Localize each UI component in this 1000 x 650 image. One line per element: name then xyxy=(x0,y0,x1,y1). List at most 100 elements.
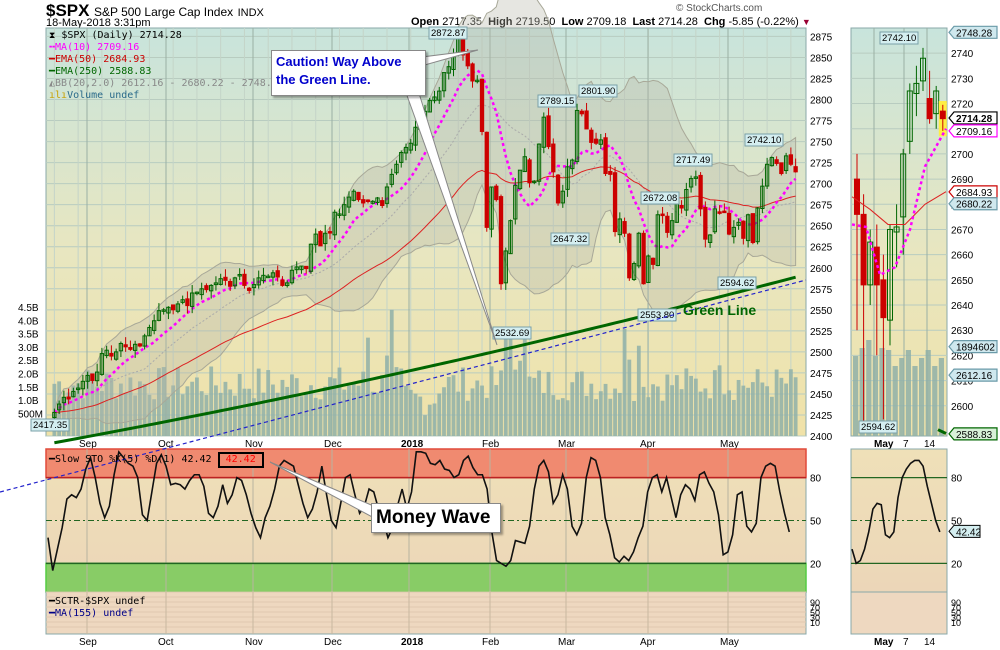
volume-bar xyxy=(342,389,347,436)
candle-body xyxy=(299,265,304,271)
volume-bar xyxy=(499,370,503,436)
volume-bar xyxy=(480,385,484,436)
volume-bar xyxy=(932,366,938,436)
x-tick-label: 2018 xyxy=(401,637,424,648)
candle-body xyxy=(660,213,665,217)
y-tick-label: 2550 xyxy=(810,306,833,317)
candle-body xyxy=(860,213,867,286)
ema50-line xyxy=(851,191,947,225)
y-tick-label: 2525 xyxy=(810,327,833,338)
value-tag xyxy=(948,25,998,39)
value-tag xyxy=(948,368,998,382)
legend-sctr-text: SCTR-$SPX undef xyxy=(55,596,146,607)
volume-bar xyxy=(128,377,133,436)
candle-body xyxy=(475,79,480,83)
volume-bar xyxy=(886,350,892,436)
candle-body xyxy=(166,306,171,314)
side-y-tick-label: 2610 xyxy=(951,377,974,388)
volume-tick-label: 1.0B xyxy=(18,396,39,407)
candle-body xyxy=(494,185,499,201)
candle-body xyxy=(745,214,751,242)
volume-bar xyxy=(712,370,717,436)
side-y-tick-label: 2660 xyxy=(951,251,974,262)
volume-bar xyxy=(185,386,190,436)
volume-bar xyxy=(99,391,104,436)
candle-body xyxy=(598,139,603,145)
y-tick-label: 2825 xyxy=(810,74,833,85)
down-arrow-icon: ▼ xyxy=(801,17,811,27)
sto-value-tag-text: 42.42 xyxy=(956,527,981,538)
volume-bar xyxy=(546,371,551,436)
candle-body xyxy=(380,200,385,207)
volume-bar xyxy=(204,395,209,436)
volume-bar xyxy=(442,387,446,436)
price-label-text: 2553.80 xyxy=(640,310,674,321)
high-label: High xyxy=(488,16,513,28)
x-tick-label: Nov xyxy=(245,439,263,450)
volume-bar xyxy=(423,415,427,436)
value-tag-text: 2748.28 xyxy=(956,28,993,39)
y-tick-label: 2600 xyxy=(810,264,833,275)
candle-body xyxy=(56,403,62,411)
candle-body xyxy=(109,352,114,357)
candle-body xyxy=(707,234,713,243)
candle-body xyxy=(370,200,375,204)
volume-bar xyxy=(294,378,299,436)
sctr-tick-label: 90 xyxy=(951,598,961,608)
symbol: $SPX xyxy=(46,1,90,20)
candle-body xyxy=(403,146,409,154)
ohlc-summary: Open 2717.35 High 2719.50 Low 2709.18 La… xyxy=(411,16,811,28)
volume-bar xyxy=(61,396,66,436)
money-wave-callout: Money Wave xyxy=(371,503,501,533)
candle-body xyxy=(142,335,147,347)
volume-bar xyxy=(290,374,294,436)
y-tick-label: 2875 xyxy=(810,32,833,43)
volume-bar xyxy=(80,398,85,436)
candle-body xyxy=(920,57,926,82)
candle-body xyxy=(432,96,437,102)
price-label-tag xyxy=(637,308,677,322)
candle-body xyxy=(900,153,907,218)
candle-body xyxy=(90,373,95,381)
candle-body xyxy=(560,190,565,204)
candle-body xyxy=(627,233,632,279)
candle-body xyxy=(541,116,546,148)
low-value: 2709.18 xyxy=(586,16,627,28)
candle-body xyxy=(251,284,257,289)
candle-body xyxy=(113,351,119,360)
bb-midline xyxy=(54,103,796,413)
candle-body xyxy=(939,110,946,120)
value-tag xyxy=(948,124,998,138)
candle-body xyxy=(584,110,589,130)
volume-bar xyxy=(465,400,470,436)
legend-ema250-text: EMA(250) 2588.83 xyxy=(55,66,152,77)
volume-bar xyxy=(703,388,708,436)
volume-bar xyxy=(138,381,142,436)
overbought-zone xyxy=(45,448,807,479)
side-y-tick-label: 2730 xyxy=(951,74,974,85)
candle-body xyxy=(332,211,337,236)
caution-callout: Caution! Way Above the Green Line. xyxy=(271,50,426,96)
legend-ema50-text: EMA(50) 2684.93 xyxy=(55,54,146,65)
sctr-tick-label: 70 xyxy=(810,603,820,613)
volume-bar xyxy=(584,395,589,436)
candle-body xyxy=(85,374,90,382)
legend-ema250: ━EMA(250) 2588.83 xyxy=(49,66,284,78)
volume-bar xyxy=(698,391,703,436)
volume-bar xyxy=(394,367,399,436)
candle-body xyxy=(887,228,893,321)
volume-bar xyxy=(275,392,280,436)
x-tick-label: Oct xyxy=(158,637,174,648)
volume-bar xyxy=(446,376,451,436)
side-y-tick-label: 2650 xyxy=(951,276,974,287)
candle-body xyxy=(199,288,204,296)
volume-bar xyxy=(746,387,751,436)
volume-bar xyxy=(589,383,594,436)
candle-body xyxy=(318,231,323,247)
volume-bar xyxy=(608,398,613,436)
volume-bar xyxy=(309,385,313,436)
candle-body xyxy=(104,349,109,357)
volume-bar xyxy=(413,393,418,436)
volume-bar xyxy=(684,368,689,436)
candlestick-icon: ⧗ xyxy=(49,31,56,41)
